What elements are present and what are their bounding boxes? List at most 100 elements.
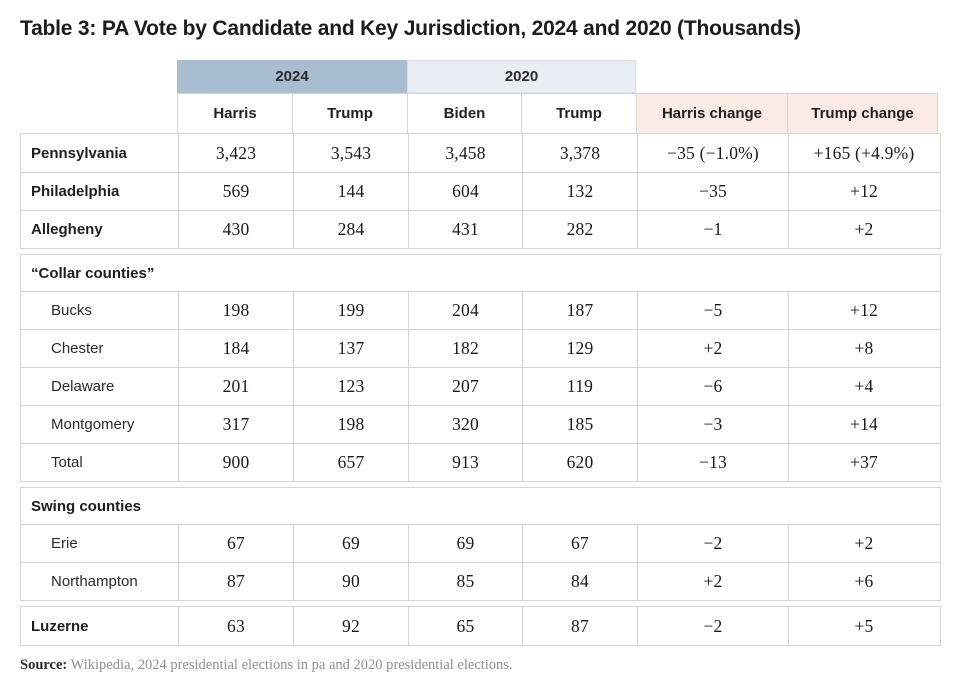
band-corner-spacer [20,60,177,93]
cell-harris-2024: 63 [178,607,293,645]
cell-trump-2024: 198 [293,406,408,443]
cell-biden-2020: 3,458 [408,134,522,172]
table-row: Erie 67 69 69 67 −2 +2 [21,524,940,562]
table-block: Luzerne 63 92 65 87 −2 +5 [20,606,941,646]
cell-harris-2024: 184 [178,330,293,367]
table-row: Total 900 657 913 620 −13 +37 [21,443,940,481]
row-label: Northampton [51,573,138,590]
cell-trump-2024: 123 [293,368,408,405]
table-block: “Collar counties” Bucks 198 199 204 187 −5 +12 C… [20,254,941,482]
table-block: Swing counties Erie 67 69 69 67 −2 +2 Northampto… [20,487,941,601]
cell-trump-2020: 84 [522,563,637,600]
cell-biden-2020: 65 [408,607,522,645]
cell-harris-change: −1 [637,211,788,248]
cell-trump-2024: 69 [293,525,408,562]
table-row: Philadelphia 569 144 604 132 −35 +12 [21,172,940,210]
cell-trump-2020: 620 [522,444,637,481]
cell-trump-change: +2 [788,211,939,248]
col-header-trump-change: Trump change [787,93,938,133]
cell-harris-2024: 198 [178,292,293,329]
table-row: Northampton 87 90 85 84 +2 +6 [21,562,940,600]
table-row: Pennsylvania 3,423 3,543 3,458 3,378 −35 (−1.… [21,134,940,172]
cell-harris-change: −35 (−1.0%) [637,134,788,172]
section-header: Swing counties [31,497,142,515]
cell-trump-2020: 129 [522,330,637,367]
year-band-2024: 2024 [177,60,407,93]
cell-harris-2024: 900 [178,444,293,481]
row-label: Philadelphia [31,183,120,200]
table-block: Pennsylvania 3,423 3,543 3,458 3,378 −35 (−1.… [20,133,941,249]
cell-harris-change: −2 [637,525,788,562]
header-corner-spacer [20,93,177,133]
cell-trump-change: +165 (+4.9%) [788,134,939,172]
cell-harris-change: −6 [637,368,788,405]
cell-harris-change: −5 [637,292,788,329]
cell-trump-change: +12 [788,292,939,329]
vote-table: 2024 2020 Harris Trump Biden Trump Harri… [20,60,941,646]
col-header-harris-change: Harris change [636,93,787,133]
row-label: Montgomery [51,416,135,433]
row-label: Chester [51,340,104,357]
page: Table 3: PA Vote by Candidate and Key Ju… [20,17,941,674]
cell-trump-2020: 119 [522,368,637,405]
cell-trump-2020: 132 [522,173,637,210]
cell-trump-change: +4 [788,368,939,405]
cell-harris-2024: 317 [178,406,293,443]
col-header-biden-2020: Biden [407,93,521,133]
table-row: Delaware 201 123 207 119 −6 +4 [21,367,940,405]
cell-trump-2024: 3,543 [293,134,408,172]
row-label: Delaware [51,378,115,395]
cell-trump-change: +6 [788,563,939,600]
cell-trump-2020: 67 [522,525,637,562]
cell-trump-2024: 284 [293,211,408,248]
row-label: Total [51,454,83,471]
cell-trump-change: +8 [788,330,939,367]
cell-biden-2020: 85 [408,563,522,600]
cell-harris-2024: 569 [178,173,293,210]
table-body: Pennsylvania 3,423 3,543 3,458 3,378 −35 (−1.… [20,133,941,646]
cell-trump-2020: 185 [522,406,637,443]
cell-trump-2024: 92 [293,607,408,645]
row-label: Allegheny [31,221,103,238]
table-row: Bucks 198 199 204 187 −5 +12 [21,291,940,329]
cell-trump-change: +12 [788,173,939,210]
cell-harris-change: −2 [637,607,788,645]
source-line: Source: Wikipedia, 2024 presidential ele… [20,657,941,674]
cell-trump-2024: 657 [293,444,408,481]
cell-trump-2024: 199 [293,292,408,329]
table-row: Luzerne 63 92 65 87 −2 +5 [21,607,940,645]
cell-harris-change: −35 [637,173,788,210]
cell-biden-2020: 182 [408,330,522,367]
cell-harris-2024: 67 [178,525,293,562]
section-header: “Collar counties” [31,264,155,282]
row-label: Pennsylvania [31,144,127,162]
table-row: Chester 184 137 182 129 +2 +8 [21,329,940,367]
col-header-trump-2024: Trump [292,93,407,133]
year-band-2020: 2020 [407,60,636,93]
cell-harris-change: −13 [637,444,788,481]
cell-trump-2024: 144 [293,173,408,210]
year-band-row: 2024 2020 [20,60,941,93]
row-label: Luzerne [31,617,89,635]
cell-biden-2020: 913 [408,444,522,481]
cell-trump-2020: 3,378 [522,134,637,172]
cell-trump-change: +5 [788,607,939,645]
source-label: Source: [20,657,68,673]
cell-trump-2024: 90 [293,563,408,600]
cell-biden-2020: 431 [408,211,522,248]
col-header-trump-2020: Trump [521,93,636,133]
table-row: Montgomery 317 198 320 185 −3 +14 [21,405,940,443]
cell-biden-2020: 207 [408,368,522,405]
cell-harris-change: +2 [637,563,788,600]
row-label: Bucks [51,302,92,319]
cell-harris-change: −3 [637,406,788,443]
cell-trump-2020: 282 [522,211,637,248]
cell-harris-2024: 3,423 [178,134,293,172]
cell-trump-2024: 137 [293,330,408,367]
cell-trump-change: +37 [788,444,939,481]
cell-biden-2020: 69 [408,525,522,562]
cell-harris-2024: 201 [178,368,293,405]
row-label: Erie [51,535,78,552]
cell-harris-2024: 87 [178,563,293,600]
table-row: Allegheny 430 284 431 282 −1 +2 [21,210,940,248]
